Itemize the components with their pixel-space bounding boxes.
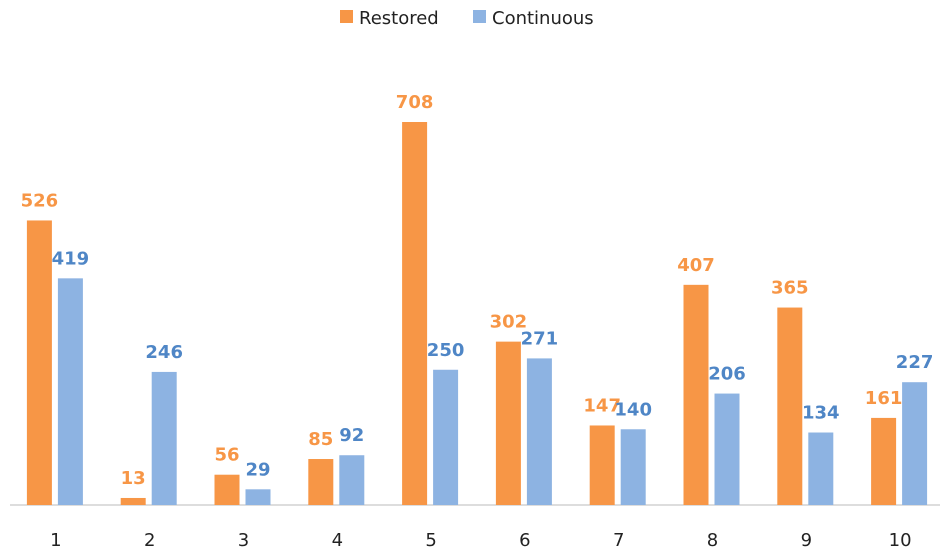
value-label: 206	[708, 364, 746, 385]
bar	[339, 455, 365, 505]
bar	[151, 371, 177, 505]
bar	[808, 432, 834, 505]
x-tick-label: 3	[238, 530, 249, 551]
value-label: 134	[802, 403, 840, 424]
x-tick-label: 1	[50, 530, 61, 551]
bar	[620, 429, 646, 505]
bar	[526, 358, 552, 505]
bar	[777, 307, 803, 505]
value-label: 227	[896, 352, 934, 373]
value-label: 161	[865, 388, 903, 409]
bar	[589, 425, 615, 505]
value-label: 147	[583, 395, 621, 416]
bar	[245, 489, 271, 505]
legend-label: Continuous	[492, 8, 594, 29]
bar	[902, 382, 928, 505]
value-label: 250	[427, 340, 465, 361]
value-label: 419	[52, 248, 90, 269]
bar	[214, 474, 240, 505]
bar	[871, 417, 897, 505]
value-label: 708	[396, 92, 434, 113]
value-label: 302	[490, 312, 528, 333]
x-tick-label: 6	[519, 530, 530, 551]
bar	[120, 497, 146, 505]
x-tick-label: 10	[889, 530, 912, 551]
value-label: 526	[21, 190, 59, 211]
value-label: 407	[677, 255, 715, 276]
bar	[714, 393, 740, 505]
bar	[433, 369, 459, 505]
bar	[402, 122, 428, 505]
x-tick-label: 4	[332, 530, 343, 551]
x-tick-label: 2	[144, 530, 155, 551]
value-label: 13	[121, 468, 146, 489]
bar	[683, 284, 709, 505]
value-label: 271	[521, 328, 559, 349]
x-tick-label: 9	[801, 530, 812, 551]
bar	[308, 459, 334, 505]
legend-label: Restored	[359, 8, 439, 29]
bar	[26, 220, 52, 505]
value-label: 246	[145, 342, 183, 363]
value-label: 140	[614, 399, 652, 420]
x-tick-label: 5	[425, 530, 436, 551]
x-tick-label: 8	[707, 530, 718, 551]
legend-swatch	[340, 10, 353, 23]
value-label: 85	[308, 429, 333, 450]
value-label: 365	[771, 278, 809, 299]
bar	[57, 278, 83, 505]
legend-swatch	[473, 10, 486, 23]
value-label: 29	[245, 459, 270, 480]
value-label: 56	[214, 445, 239, 466]
value-label: 92	[339, 425, 364, 446]
bar	[495, 341, 521, 505]
x-tick-label: 7	[613, 530, 624, 551]
